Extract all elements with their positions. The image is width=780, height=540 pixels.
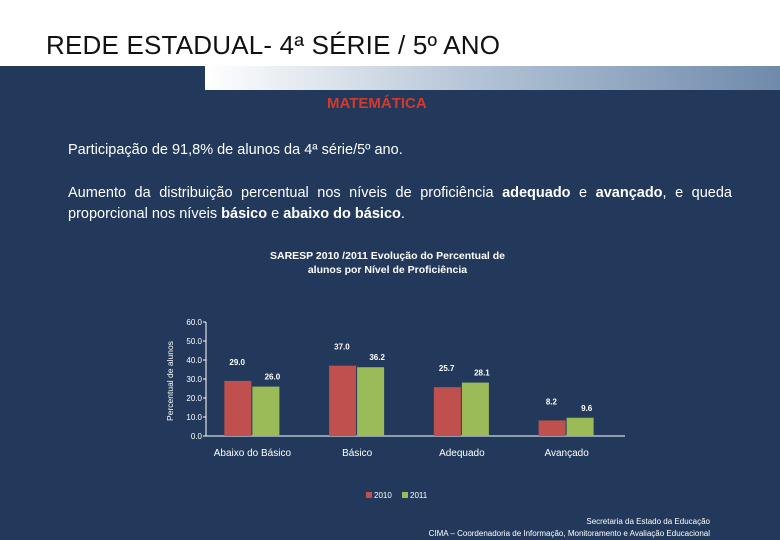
y-tick-label: 50.0 xyxy=(186,337,202,346)
description-emphasis: básico xyxy=(221,206,268,222)
participation-text: Participação de 91,8% de alunos da 4ª sé… xyxy=(68,142,403,158)
data-label: 37.0 xyxy=(334,343,350,352)
data-label: 26.0 xyxy=(265,373,281,382)
bar-2010-3 xyxy=(433,387,461,436)
bar-2011-4 xyxy=(566,417,594,436)
description-emphasis: abaixo do básico xyxy=(283,206,401,222)
data-label: 9.6 xyxy=(581,404,593,413)
bar-2011-1 xyxy=(252,386,280,436)
data-label: 36.2 xyxy=(369,353,385,362)
description-emphasis: avançado xyxy=(595,185,663,201)
description-emphasis: adequado xyxy=(502,185,571,201)
content-panel xyxy=(0,66,780,540)
bar-2011-3 xyxy=(461,382,489,436)
description-part: Aumento da distribuição percentual nos n… xyxy=(68,185,503,201)
x-category-label: Abaixo do Básico xyxy=(214,448,292,459)
accent-bar xyxy=(205,66,780,90)
bar-2010-2 xyxy=(329,365,357,436)
bar-2010-4 xyxy=(538,420,566,436)
y-tick-label: 0.0 xyxy=(191,432,203,441)
legend-swatch xyxy=(402,492,408,498)
footer: Secretaria da Estado da Educação CIMA – … xyxy=(429,516,710,540)
description-part: e xyxy=(570,185,596,201)
legend-label: 2010 xyxy=(374,491,392,500)
data-label: 28.1 xyxy=(474,369,490,378)
y-tick-label: 60.0 xyxy=(186,318,202,327)
legend-label: 2011 xyxy=(410,491,428,500)
description-text: Aumento da distribuição percentual nos n… xyxy=(68,183,732,225)
y-tick-label: 40.0 xyxy=(186,356,202,365)
description-part: , e queda proporcional nos níveis xyxy=(68,185,732,222)
subject-heading: MATEMÁTICA xyxy=(327,95,427,112)
legend-swatch xyxy=(366,492,372,498)
description-part: . xyxy=(400,206,405,222)
footer-line-1: Secretaria da Estado da Educação xyxy=(586,517,710,526)
data-label: 29.0 xyxy=(229,358,245,367)
y-axis-label: Percentual de alunos xyxy=(165,341,175,421)
data-label: 8.2 xyxy=(546,397,558,406)
chart-title: SARESP 2010 /2011 Evolução do Percentual… xyxy=(270,250,505,276)
x-category-label: Adequado xyxy=(439,448,485,459)
x-category-label: Básico xyxy=(342,448,372,459)
y-tick-label: 20.0 xyxy=(186,394,202,403)
slide-title: REDE ESTADUAL- 4ª SÉRIE / 5º ANO xyxy=(46,30,501,60)
y-tick-label: 30.0 xyxy=(186,375,202,384)
description-part: e xyxy=(267,206,284,222)
bar-2011-2 xyxy=(357,367,385,436)
y-tick-label: 10.0 xyxy=(186,413,202,422)
footer-line-2: CIMA – Coordenadoria de Informação, Moni… xyxy=(428,529,710,538)
bar-2010-1 xyxy=(224,380,252,436)
data-label: 25.7 xyxy=(439,364,455,373)
x-category-label: Avançado xyxy=(544,448,589,459)
